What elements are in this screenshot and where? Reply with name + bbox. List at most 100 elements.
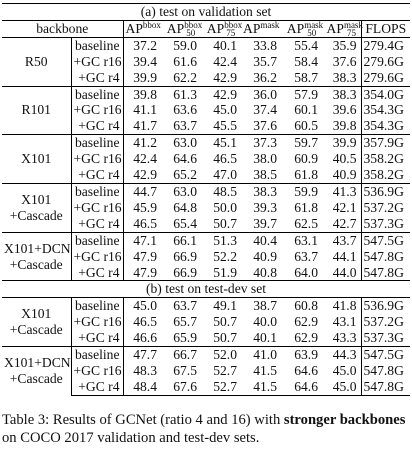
header-ap-bbox: APbbox bbox=[123, 19, 161, 38]
table-row: X101+DCN +Cascade baseline 47.1 66.1 51.3 40.4… bbox=[2, 231, 411, 281]
metric-cell: 38.3 bbox=[322, 69, 362, 87]
metric-cell: 43.3 bbox=[322, 330, 362, 347]
flops-cell: 357.9G bbox=[361, 134, 411, 152]
header-metric-name: AP bbox=[286, 20, 305, 36]
variant-cell: +GC r16 bbox=[71, 151, 124, 168]
table-row: +GC r4 41.7 63.7 45.5 37.6 60.5 39.8 354.3G bbox=[2, 118, 410, 135]
metric-cell: 38.3 bbox=[241, 182, 281, 200]
metric-cell: 65.2 bbox=[173, 167, 197, 183]
metric-cell: 65.4 bbox=[173, 215, 197, 231]
metric-cell: 35.7 bbox=[253, 53, 277, 69]
metric-cell: 39.8 bbox=[123, 85, 161, 103]
header-row: backbone APbbox APbbox50 APbbox75 APmask APma… bbox=[2, 19, 411, 38]
metric-cell: 40.9 bbox=[322, 167, 362, 184]
variant-cell: +GC r16 bbox=[71, 102, 124, 119]
metric-cell: 67.5 bbox=[173, 362, 197, 378]
header-metric-sup: bbox bbox=[224, 19, 243, 30]
metric-cell: 33.8 bbox=[241, 36, 281, 54]
metric-cell: 39.4 bbox=[133, 53, 157, 69]
metric-cell: 63.7 bbox=[161, 297, 201, 315]
metric-cell: 63.7 bbox=[173, 118, 197, 134]
metric-cell: 40.1 bbox=[201, 36, 241, 54]
header-metric-sup: mask bbox=[343, 19, 363, 30]
flops-cell: 279.6G bbox=[363, 53, 404, 69]
metric-cell: 64.6 bbox=[294, 362, 318, 378]
variant-cell: baseline bbox=[71, 134, 124, 152]
table-row: +GC r16 41.1 63.6 45.0 37.4 60.1 39.6 354.3G bbox=[2, 102, 410, 119]
metric-cell: 63.1 bbox=[281, 231, 322, 249]
metric-cell: 48.5 bbox=[201, 182, 241, 200]
metric-cell: 39.6 bbox=[322, 102, 362, 119]
metric-cell: 40.8 bbox=[253, 264, 277, 280]
metric-cell: 39.9 bbox=[322, 134, 362, 152]
flops-cell: 354.3G bbox=[363, 102, 404, 118]
metric-cell: 38.5 bbox=[253, 167, 277, 183]
metric-cell: 59.7 bbox=[281, 134, 322, 152]
variant-cell: baseline bbox=[71, 297, 124, 315]
metric-cell: 61.8 bbox=[294, 199, 318, 215]
table-row: +GC r4 47.9 66.9 51.9 40.8 64.0 44.0 547.8G bbox=[2, 264, 410, 281]
metric-cell: 42.9 bbox=[201, 85, 241, 103]
metric-cell: 36.0 bbox=[241, 85, 281, 103]
backbone-name-line: +Cascade bbox=[9, 207, 63, 223]
metric-cell: 39.7 bbox=[253, 215, 277, 231]
table-row: +GC r16 48.3 67.5 52.7 41.5 64.6 45.0 547.8G bbox=[2, 362, 410, 379]
flops-cell: 547.5G bbox=[361, 346, 411, 363]
results-table-wrapper: (a) test on validation set backbone APbbox… bbox=[2, 3, 411, 396]
metric-cell: 35.9 bbox=[322, 36, 362, 54]
flops-cell: 547.8G bbox=[363, 248, 404, 264]
metric-cell: 41.5 bbox=[241, 378, 281, 396]
metric-cell: 60.9 bbox=[294, 151, 318, 167]
variant-cell: +GC r4 bbox=[71, 264, 124, 281]
metric-cell: 44.1 bbox=[322, 248, 362, 265]
variant-cell: +GC r4 bbox=[71, 118, 124, 135]
metric-cell: 60.1 bbox=[294, 102, 318, 118]
metric-cell: 61.6 bbox=[173, 53, 197, 69]
header-backbone: backbone bbox=[2, 19, 124, 38]
metric-cell: 52.2 bbox=[213, 248, 237, 264]
table-row: +GC r4 46.6 65.9 50.7 40.1 62.9 43.3 537.3G bbox=[2, 330, 410, 347]
metric-cell: 42.9 bbox=[133, 167, 157, 183]
metric-cell: 45.0 bbox=[322, 378, 362, 396]
table-row: +GC r4 42.9 65.2 47.0 38.5 61.8 40.9 358.2G bbox=[2, 167, 410, 184]
metric-cell: 40.4 bbox=[241, 231, 281, 249]
backbone-cell: X101 +Cascade bbox=[2, 297, 72, 347]
flops-cell: 547.5G bbox=[361, 231, 411, 249]
metric-cell: 60.8 bbox=[281, 297, 322, 315]
table-row: X101 baseline 41.2 63.0 45.1 37.3 59.7 39.9 357.… bbox=[2, 134, 411, 184]
metric-cell: 49.1 bbox=[201, 297, 241, 315]
header-metric-sub: 50 bbox=[307, 27, 317, 38]
flops-cell: 537.3G bbox=[363, 330, 404, 346]
metric-cell: 42.9 bbox=[213, 69, 237, 85]
variant-cell: +GC r16 bbox=[71, 362, 124, 379]
header-metric-sup: bbox bbox=[142, 19, 161, 30]
variant-cell: baseline bbox=[71, 182, 124, 200]
metric-cell: 41.5 bbox=[253, 362, 277, 378]
variant-cell: baseline bbox=[71, 85, 124, 103]
backbone-cell: R101 bbox=[2, 85, 72, 135]
section-title: (b) test on test-dev set bbox=[2, 280, 411, 298]
variant-cell: +GC r4 bbox=[71, 167, 124, 184]
metric-cell: 45.0 bbox=[213, 102, 237, 118]
metric-cell: 41.3 bbox=[322, 182, 362, 200]
metric-cell: 61.8 bbox=[294, 167, 318, 183]
metric-cell: 52.7 bbox=[213, 362, 237, 378]
metric-cell: 43.7 bbox=[322, 231, 362, 249]
flops-cell: 547.8G bbox=[361, 378, 411, 396]
table-row: +GC r4 46.5 65.4 50.7 39.7 62.5 42.7 537.3G bbox=[2, 215, 410, 233]
table-row: +GC r4 39.9 62.2 42.9 36.2 58.7 38.3 279.6G bbox=[2, 69, 410, 87]
metric-cell: 37.2 bbox=[123, 36, 161, 54]
header-ap75-bbox: APbbox75 bbox=[201, 19, 243, 37]
backbone-name-line: X101 bbox=[21, 151, 52, 167]
metric-cell: 48.3 bbox=[133, 362, 157, 378]
metric-cell: 37.6 bbox=[322, 53, 362, 70]
metric-cell: 52.0 bbox=[201, 346, 241, 363]
metric-cell: 46.6 bbox=[133, 330, 157, 346]
metric-cell: 41.2 bbox=[123, 134, 161, 152]
metric-cell: 45.9 bbox=[133, 199, 157, 215]
flops-cell: 547.8G bbox=[363, 362, 404, 378]
section-title-row: (a) test on validation set bbox=[2, 3, 411, 21]
metric-cell: 45.0 bbox=[322, 362, 362, 379]
metric-cell: 40.5 bbox=[322, 151, 362, 168]
backbone-name-line: R101 bbox=[21, 102, 51, 118]
